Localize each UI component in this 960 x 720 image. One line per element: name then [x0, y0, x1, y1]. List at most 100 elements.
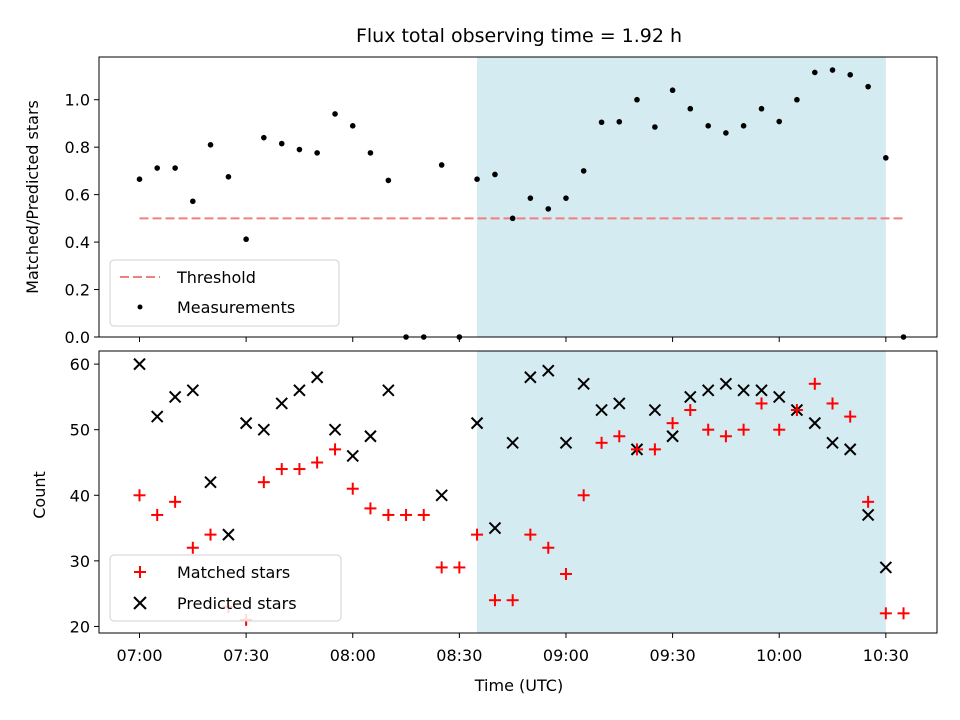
- predicted-point: [559, 436, 573, 450]
- x-axis-label: Time (UTC): [474, 676, 563, 695]
- bottom-y-tick-label: 50: [70, 421, 90, 440]
- matched-point: [453, 561, 466, 574]
- matched-point: [790, 404, 803, 417]
- matched-point: [488, 594, 501, 607]
- bottom-x-axis: 07:00 07:30 08:00 08:30 09:00 09:30 10:00 10:30: [116, 633, 909, 665]
- measurement-point: [296, 146, 303, 153]
- measurement-point: [634, 96, 640, 103]
- predicted-point: [719, 377, 733, 390]
- matched-point: [329, 443, 342, 456]
- measurement-point: [385, 177, 392, 184]
- matched-point: [630, 443, 643, 456]
- measurement-point: [740, 123, 747, 129]
- predicted-point: [204, 475, 217, 489]
- matched-point: [844, 410, 857, 423]
- measurement-point: [207, 141, 214, 148]
- legend-matched-swatch: [134, 566, 146, 578]
- measurement-point: [865, 83, 871, 90]
- predicted-point: [737, 384, 750, 397]
- matched-point: [169, 495, 182, 508]
- measurement-point: [349, 123, 356, 129]
- predicted-point: [328, 423, 342, 436]
- predicted-point: [879, 561, 893, 574]
- x-tick-label: 10:30: [863, 646, 909, 665]
- predicted-point: [488, 521, 502, 535]
- top-legend-box: [109, 259, 340, 327]
- top-panel: 0.0 0.2 0.4 0.6 0.8 1.0 Matched/Predicted sta…: [23, 56, 938, 347]
- predicted-point: [222, 528, 235, 541]
- legend-predicted-swatch: [133, 596, 147, 610]
- measurement-point: [492, 171, 498, 178]
- bottom-y-axis: 20 30 40 50 60: [70, 355, 99, 636]
- matched-point: [879, 607, 892, 620]
- predicted-point: [364, 430, 377, 443]
- measurement-point: [687, 105, 694, 112]
- top-legend: Threshold Measurements: [109, 259, 340, 327]
- legend-matched-label: Matched stars: [177, 563, 290, 582]
- predicted-point: [613, 397, 626, 410]
- top-y-axis-label: Matched/Predicted stars: [23, 100, 42, 294]
- matched-point: [382, 508, 395, 521]
- matched-point: [417, 508, 430, 521]
- measurement-point: [509, 215, 516, 222]
- predicted-point: [186, 384, 200, 397]
- legend-predicted-label: Predicted stars: [177, 594, 297, 613]
- matched-point: [524, 528, 537, 541]
- bottom-y-tick-label: 40: [70, 486, 90, 505]
- matched-point: [186, 541, 199, 554]
- bottom-panel: 20 30 40 50 60 07:00 07:30 08:00 08:30 09:00 09:3…: [30, 350, 938, 695]
- measurement-point: [563, 195, 569, 201]
- predicted-point: [773, 390, 786, 404]
- matched-point: [151, 508, 164, 521]
- measurement-point: [154, 165, 161, 171]
- top-y-tick-label: 0.2: [65, 281, 90, 300]
- measurement-point: [278, 140, 285, 147]
- predicted-point: [151, 410, 164, 423]
- matched-point: [666, 417, 679, 430]
- predicted-point: [755, 384, 768, 397]
- top-y-tick-label: 1.0: [65, 91, 90, 110]
- measurement-point: [527, 195, 534, 201]
- matched-point: [204, 528, 217, 541]
- predicted-point: [595, 403, 608, 417]
- predicted-point: [257, 423, 271, 436]
- matched-point: [648, 443, 661, 456]
- top-highlight-span: [477, 57, 886, 337]
- bottom-axes-frame: [98, 350, 938, 634]
- measurement-point: [794, 96, 800, 103]
- matched-point: [364, 502, 377, 515]
- legend-threshold-label: Threshold: [176, 268, 256, 287]
- x-tick-label: 08:30: [436, 646, 482, 665]
- measurement-point: [652, 124, 658, 130]
- measurement-point: [545, 206, 552, 212]
- bottom-highlight-span: [477, 351, 886, 633]
- predicted-point: [506, 436, 519, 450]
- measurement-point: [243, 236, 249, 243]
- measurement-point: [367, 150, 374, 156]
- predicted-point: [382, 384, 395, 397]
- bottom-y-axis-label: Count: [30, 471, 49, 519]
- predicted-point: [542, 364, 555, 377]
- matched-point: [897, 607, 910, 620]
- predicted-point: [648, 403, 662, 417]
- matched-point: [755, 397, 768, 410]
- bottom-y-tick-label: 60: [70, 355, 90, 374]
- matched-point: [808, 377, 821, 390]
- top-y-tick-label: 0.0: [65, 328, 90, 347]
- measurement-point: [314, 150, 320, 156]
- predicted-point: [133, 357, 146, 371]
- x-tick-label: 09:00: [543, 646, 589, 665]
- measurement-point: [474, 176, 480, 183]
- bottom-y-tick-label: 30: [70, 552, 90, 571]
- measurement-point: [136, 176, 143, 183]
- matched-point: [257, 476, 270, 489]
- measurement-point: [438, 162, 445, 168]
- predicted-point: [577, 377, 590, 390]
- measurement-point: [669, 87, 676, 94]
- bottom-legend-box: [109, 554, 342, 622]
- measurement-point: [883, 155, 889, 161]
- measurement-point: [705, 123, 712, 129]
- predicted-point: [684, 390, 697, 404]
- measurement-point: [580, 168, 587, 174]
